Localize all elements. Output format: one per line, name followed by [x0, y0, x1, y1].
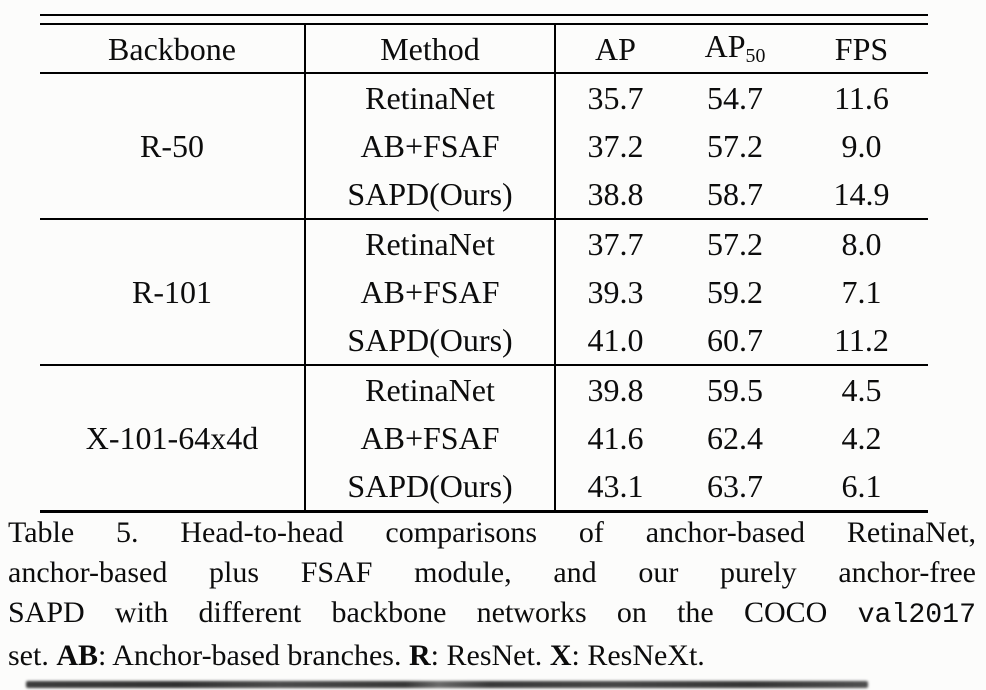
- fps-value: 6.1: [841, 468, 882, 504]
- ap50-value: 60.7: [707, 322, 763, 358]
- ap50-value: 54.7: [707, 80, 763, 116]
- table-row: AB+FSAF 37.2 57.2 9.0: [40, 122, 928, 170]
- header-fps: FPS: [795, 25, 928, 74]
- table-row: SAPD(Ours) 41.0 60.7 11.2: [40, 316, 928, 365]
- ap50-value: 58.7: [707, 176, 763, 212]
- method-cell: SAPD(Ours): [305, 316, 556, 365]
- results-table-container: Backbone Method AP AP50 FPS R-50 RetinaN…: [40, 14, 928, 513]
- cropped-next-line-artifact: [26, 681, 868, 688]
- ap-value: 37.2: [587, 128, 644, 164]
- caption-line-3: SAPD with different backbone networks on…: [8, 596, 976, 631]
- method-cell: RetinaNet: [305, 73, 556, 122]
- method-cell: AB+FSAF: [305, 122, 556, 170]
- ap-value: 39.3: [587, 274, 644, 310]
- table-row: R-101 RetinaNet 37.7 57.2 8.0: [40, 218, 928, 365]
- fps-value: 7.1: [841, 274, 882, 310]
- results-table: Backbone Method AP AP50 FPS R-50 RetinaN…: [40, 25, 928, 510]
- table-caption: Table 5. Head-to-head comparisons of anc…: [8, 513, 976, 676]
- fps-value: 11.6: [834, 80, 889, 116]
- table-top-double-rule: [40, 14, 928, 25]
- fps-value: 8.0: [795, 218, 928, 268]
- caption-line-4: set. AB: Anchor-based branches. R: ResNe…: [8, 639, 705, 672]
- ap-value: 38.8: [587, 176, 644, 212]
- ap-value: 41.6: [587, 420, 644, 456]
- fps-value: 14.9: [833, 176, 890, 212]
- fps-value: 4.5: [795, 364, 928, 414]
- ap-value: 41.0: [587, 322, 644, 358]
- backbone-x101: X-101-64x4d: [40, 364, 306, 510]
- header-method: Method: [305, 25, 556, 74]
- ap-value: 37.7: [555, 218, 675, 268]
- table-row: AB+FSAF 41.6 62.4 4.2: [40, 414, 928, 462]
- header-ap50: AP50: [675, 25, 795, 74]
- fps-value: 11.2: [834, 322, 889, 358]
- backbone-r50: R-50: [40, 73, 306, 219]
- ap50-value: 57.2: [707, 128, 763, 164]
- backbone-r101: R-101: [40, 218, 306, 365]
- method-cell: RetinaNet: [305, 364, 556, 414]
- table-row: AB+FSAF 39.3 59.2 7.1: [40, 268, 928, 316]
- header-ap: AP: [555, 25, 675, 74]
- method-cell: AB+FSAF: [305, 268, 556, 316]
- caption-line-2: anchor-based plus FSAF module, and our p…: [8, 556, 976, 589]
- caption-line-1: Table 5. Head-to-head comparisons of anc…: [8, 516, 976, 549]
- table-row: X-101-64x4d RetinaNet 39.8 59.5 4.5: [40, 364, 928, 510]
- ap50-value: 62.4: [707, 420, 763, 456]
- ap50-value: 59.5: [675, 364, 795, 414]
- ap-value: 43.1: [587, 468, 644, 504]
- table-row: R-50 RetinaNet 35.7 54.7 11.6: [40, 73, 928, 219]
- table-row: SAPD(Ours) 38.8 58.7 14.9: [40, 170, 928, 219]
- method-cell: SAPD(Ours): [305, 462, 556, 510]
- ap50-value: 63.7: [707, 468, 763, 504]
- method-cell: AB+FSAF: [305, 414, 556, 462]
- table-row: SAPD(Ours) 43.1 63.7 6.1: [40, 462, 928, 510]
- method-cell: RetinaNet: [305, 218, 556, 268]
- coco-split-code: val2017: [857, 600, 976, 631]
- ap50-value: 59.2: [707, 274, 763, 310]
- method-cell: SAPD(Ours): [305, 170, 556, 219]
- ap50-subscript: 50: [745, 45, 766, 68]
- table-header-row: Backbone Method AP AP50 FPS: [40, 25, 928, 74]
- table-bottom-rule: [40, 510, 928, 513]
- fps-value: 9.0: [841, 128, 882, 164]
- header-backbone: Backbone: [40, 25, 306, 74]
- ap50-value: 57.2: [675, 218, 795, 268]
- ap-value: 35.7: [587, 80, 644, 116]
- fps-value: 4.2: [841, 420, 882, 456]
- ap-value: 39.8: [555, 364, 675, 414]
